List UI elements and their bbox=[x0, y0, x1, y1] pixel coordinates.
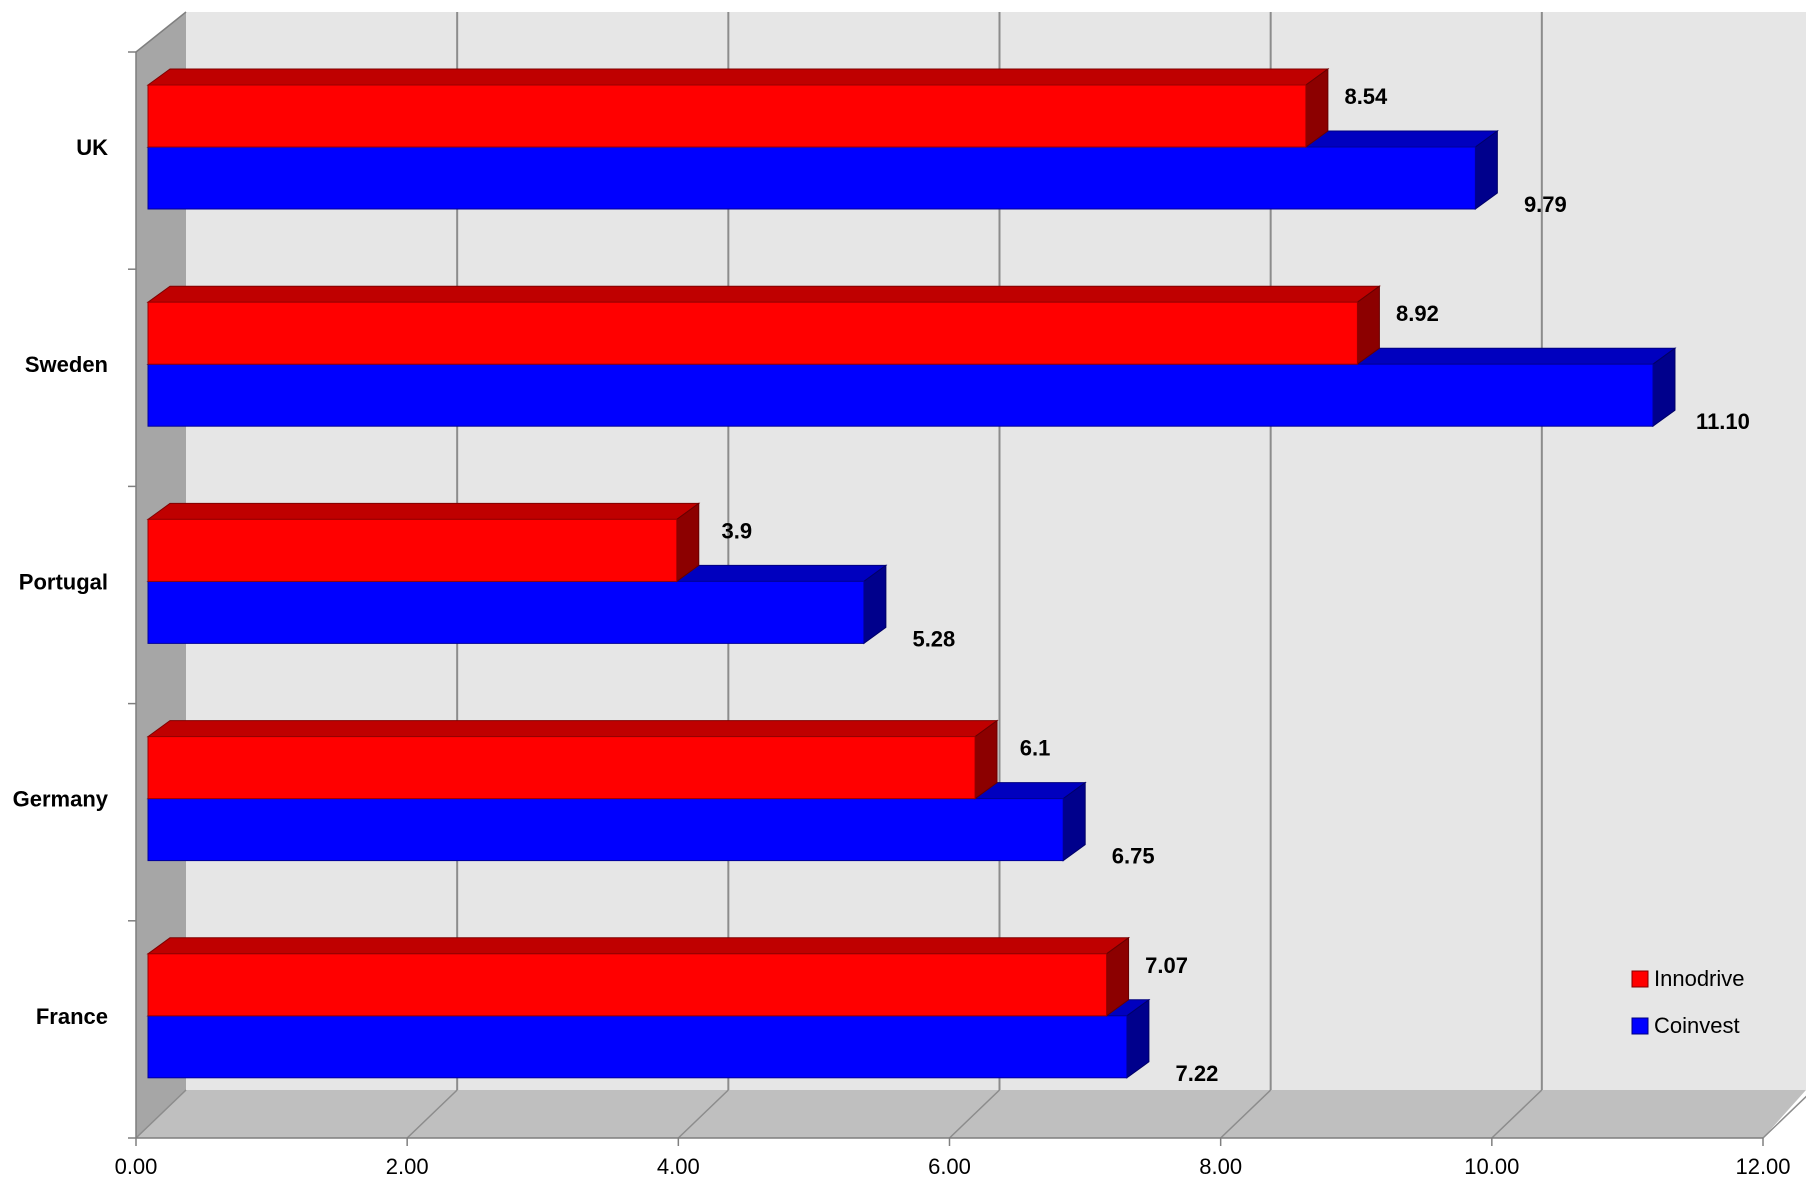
x-tick-label: 12.00 bbox=[1735, 1154, 1790, 1179]
x-tick-label: 0.00 bbox=[115, 1154, 158, 1179]
bar-innodrive-france bbox=[147, 953, 1108, 1017]
bar-coinvest-portugal bbox=[147, 580, 865, 644]
data-label: 6.1 bbox=[1020, 736, 1051, 761]
floor-gridline bbox=[1762, 1095, 1806, 1139]
bar-coinvest-france bbox=[147, 1015, 1128, 1079]
category-label: Portugal bbox=[19, 569, 108, 594]
bar-innodrive-germany bbox=[147, 736, 976, 800]
data-label: 11.10 bbox=[1696, 409, 1750, 434]
x-tick-label: 6.00 bbox=[928, 1154, 971, 1179]
data-label: 6.75 bbox=[1112, 844, 1155, 869]
y-axis-top-line bbox=[135, 11, 187, 53]
bar-coinvest-germany bbox=[147, 798, 1064, 862]
data-label: 3.9 bbox=[721, 518, 752, 543]
data-label: 7.07 bbox=[1145, 953, 1188, 978]
category-label: Germany bbox=[13, 787, 109, 812]
bar-top-innodrive bbox=[146, 937, 1131, 955]
data-label: 9.79 bbox=[1524, 192, 1567, 217]
data-label: 7.22 bbox=[1175, 1061, 1218, 1086]
axes bbox=[128, 11, 1764, 1146]
data-label: 5.28 bbox=[912, 626, 955, 651]
bar-top-innodrive bbox=[146, 720, 999, 738]
floor-gridline bbox=[1491, 1089, 1543, 1139]
legend-label: Coinvest bbox=[1654, 1013, 1740, 1038]
x-tick-label: 10.00 bbox=[1464, 1154, 1519, 1179]
legend-swatch-coinvest bbox=[1631, 1017, 1649, 1035]
category-label: Sweden bbox=[25, 352, 108, 377]
bar-coinvest-uk bbox=[147, 146, 1476, 210]
data-label: 8.92 bbox=[1396, 301, 1439, 326]
bar-coinvest-sweden bbox=[147, 363, 1654, 427]
category-label: UK bbox=[76, 135, 108, 160]
category-label: France bbox=[36, 1004, 108, 1029]
bar-innodrive-uk bbox=[147, 84, 1307, 148]
labels: 0.00 2.00 4.00 6.00 8.00 10.00 12.00 9.79 8.54 UK… bbox=[13, 84, 1791, 1179]
bar-top-innodrive bbox=[146, 502, 701, 520]
x-tick-label: 8.00 bbox=[1199, 1154, 1242, 1179]
floor-gridline bbox=[406, 1089, 458, 1139]
floor bbox=[136, 1090, 1806, 1138]
bars bbox=[146, 68, 1677, 1079]
bar-innodrive-portugal bbox=[147, 518, 678, 582]
floor-gridline bbox=[948, 1089, 1001, 1139]
floor-gridline bbox=[135, 1089, 187, 1139]
floor-gridline bbox=[1220, 1089, 1272, 1139]
legend: Innodrive Coinvest bbox=[1631, 966, 1745, 1038]
x-tick-label: 4.00 bbox=[657, 1154, 700, 1179]
legend-swatch-innodrive bbox=[1631, 970, 1649, 988]
x-tick-label: 2.00 bbox=[386, 1154, 429, 1179]
legend-label: Innodrive bbox=[1654, 966, 1745, 991]
bar-top-innodrive bbox=[146, 285, 1381, 303]
data-label: 8.54 bbox=[1344, 84, 1388, 109]
floor-gridline bbox=[677, 1089, 729, 1139]
bar-innodrive-sweden bbox=[147, 301, 1358, 365]
bar-top-innodrive bbox=[146, 68, 1330, 86]
